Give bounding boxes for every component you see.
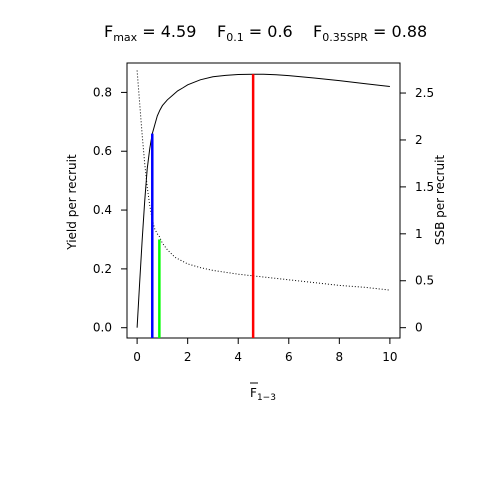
y-axis-right: 0 0.5 1 1.5 2 2.5 [400, 86, 434, 335]
y-tick-label-left: 0.4 [93, 203, 112, 217]
x-tick-label: 10 [382, 350, 397, 364]
y-tick-label-left: 0.2 [93, 262, 112, 276]
reference-lines [151, 74, 255, 338]
yield-per-recruit-curve [136, 73, 390, 328]
plot-frame [126, 62, 401, 339]
x-tick-label: 0 [133, 350, 141, 364]
y-tick-label-left: 0.6 [93, 144, 112, 158]
title-f01: F0.1 = 0.6 [217, 22, 293, 44]
y-axis-left: 0.0 0.2 0.4 0.6 0.8 [93, 85, 127, 335]
ssb-per-recruit-curve [136, 70, 390, 291]
x-axis: 0 2 4 6 8 10 [133, 338, 398, 364]
y-tick-label-right: 0.5 [415, 274, 434, 288]
y-tick-label-right: 2.5 [415, 86, 434, 100]
x-tick-label: 8 [336, 350, 344, 364]
y-tick-label-right: 0 [415, 321, 423, 335]
y-tick-label-left: 0.8 [93, 85, 112, 99]
x-tick-label: 4 [234, 350, 242, 364]
title-fmax: Fmax = 4.59 [104, 22, 196, 44]
x-tick-label: 6 [285, 350, 293, 364]
y-tick-label-right: 1.5 [415, 180, 434, 194]
title-f035spr: F0.35SPR = 0.88 [313, 22, 427, 44]
chart-title: Fmax = 4.59 F0.1 = 0.6 F0.35SPR = 0.88 [104, 22, 427, 44]
series-group [136, 70, 390, 328]
x-axis-label: F1−3 [250, 386, 276, 403]
y-tick-label-right: 1 [415, 227, 423, 241]
y-tick-label-left: 0.0 [93, 321, 112, 335]
y-axis-label-right: SSB per recruit [433, 155, 447, 246]
y-axis-label-left: Yield per recruit [65, 154, 79, 251]
x-tick-label: 2 [184, 350, 192, 364]
y-tick-label-right: 2 [415, 133, 423, 147]
